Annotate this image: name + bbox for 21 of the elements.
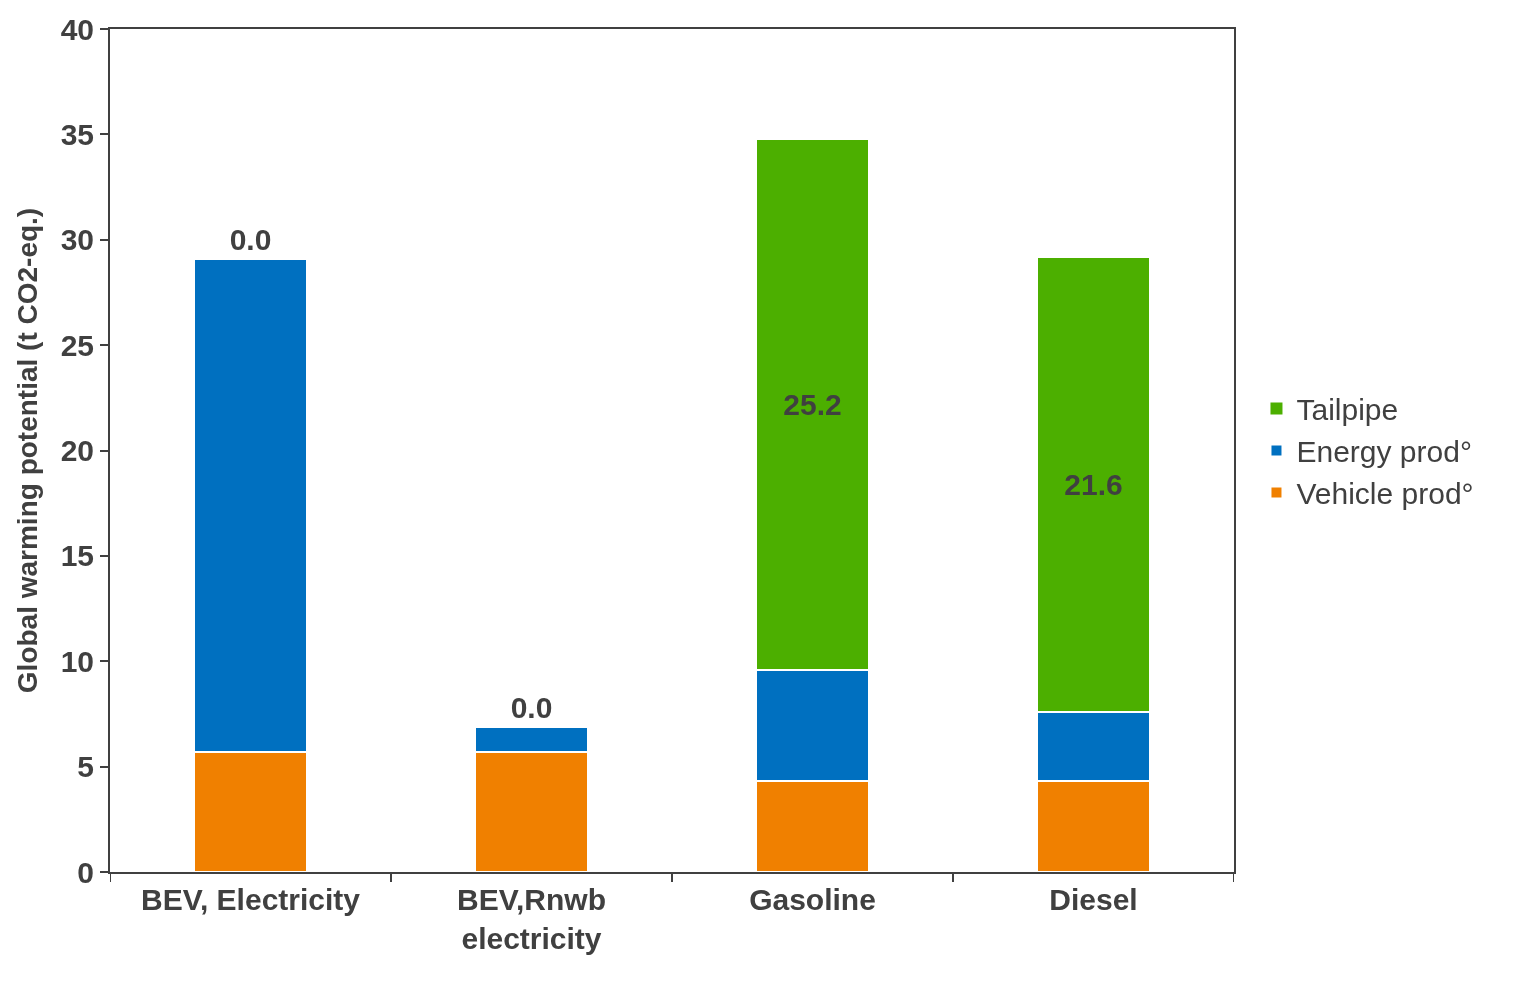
y-tick-label: 30 xyxy=(60,223,94,257)
y-tick-label: 0 xyxy=(77,855,94,889)
data-label: 0.0 xyxy=(229,222,272,256)
legend-label: Energy prod° xyxy=(1296,435,1472,469)
legend-label: Vehicle prod° xyxy=(1296,477,1474,511)
data-label: 0.0 xyxy=(510,690,553,724)
y-tick-label: 25 xyxy=(60,328,94,362)
y-tick-label: 15 xyxy=(60,539,94,573)
x-tick-label: Gasoline xyxy=(749,883,876,916)
y-tick-label: 5 xyxy=(77,750,94,784)
data-label: 21.6 xyxy=(1064,467,1123,501)
data-label: 25.2 xyxy=(783,387,842,421)
x-tick-label: Diesel xyxy=(1049,883,1138,916)
x-tick-label: BEV,Rnwb electricity xyxy=(457,883,606,955)
y-tick-label: 20 xyxy=(60,434,94,467)
y-tick-label: 10 xyxy=(60,644,94,678)
y-axis-title: Global warming potential (t CO2-eq.) xyxy=(11,207,43,694)
legend-label: Tailpipe xyxy=(1296,393,1399,427)
y-tick-label: 35 xyxy=(60,117,94,151)
y-tick-label: 40 xyxy=(60,12,94,46)
x-tick-label: BEV, Electricity xyxy=(140,883,361,916)
